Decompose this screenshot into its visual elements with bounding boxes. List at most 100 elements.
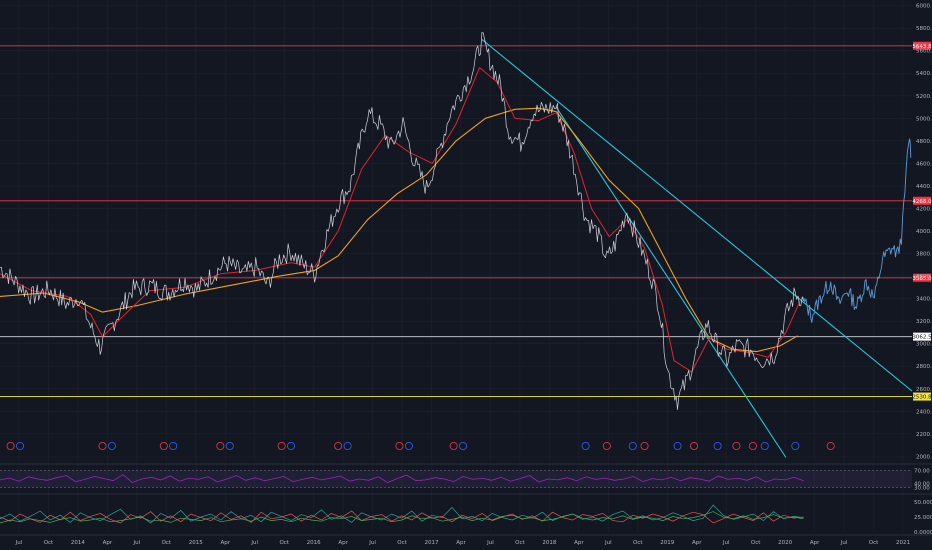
grid	[0, 0, 932, 536]
level-price-label-bg	[913, 273, 931, 282]
price-tick-label: 2800.0	[916, 364, 932, 370]
price-tick-label: 3600.0	[916, 274, 932, 280]
time-tick-label: 2020	[778, 540, 792, 546]
price-tick-label: 3800.0	[916, 252, 932, 258]
time-tick-label: Jul	[722, 540, 730, 546]
time-tick-label: Jul	[604, 540, 612, 546]
time-tick-label: Apr	[810, 540, 820, 546]
forecast-line	[803, 138, 912, 324]
time-tick-label: Jul	[250, 540, 258, 546]
rsi-tick-label: 40.00	[914, 481, 930, 487]
price-tick-label: 2600.0	[916, 387, 932, 393]
rsi-tick-label: 70.00	[914, 468, 930, 474]
price-tick-label: 5600.0	[916, 49, 932, 55]
time-tick-label: Oct	[44, 540, 54, 546]
level-price-label: 3062.5	[912, 335, 932, 341]
level-price-label: 5643.8	[912, 44, 932, 50]
ma-fast-line	[0, 67, 801, 373]
time-tick-label: Apr	[338, 540, 348, 546]
time-tick-label: Apr	[574, 540, 584, 546]
dividend-marker-icon	[98, 441, 107, 450]
level-price-label-bg	[913, 41, 931, 50]
time-tick-label: 2018	[542, 540, 556, 546]
event-markers	[6, 441, 835, 450]
time-tick-label: 2014	[71, 540, 85, 546]
earnings-marker-icon	[713, 441, 722, 450]
time-tick-label: Oct	[515, 540, 525, 546]
earnings-marker-icon	[628, 441, 637, 450]
earnings-marker-icon	[791, 441, 800, 450]
price-tick-label: 6000.0	[916, 4, 932, 10]
earnings-marker-icon	[107, 441, 116, 450]
dmi-tick-label: 25.0000	[914, 515, 932, 521]
time-tick-label: Jul	[840, 540, 848, 546]
price-tick-label: 5800.0	[916, 26, 932, 32]
time-tick-label: Apr	[221, 540, 231, 546]
time-tick-label: Oct	[397, 540, 407, 546]
price-tick-label: 4400.0	[916, 184, 932, 190]
price-tick-label: 5000.0	[916, 116, 932, 122]
time-tick-label: Apr	[692, 540, 702, 546]
time-tick-label: Oct	[162, 540, 172, 546]
level-price-label: 3585.0	[912, 276, 932, 282]
earnings-marker-icon	[404, 441, 413, 450]
rsi-band	[0, 470, 912, 488]
earnings-marker-icon	[169, 441, 178, 450]
dividend-marker-icon	[640, 441, 649, 450]
trendline	[481, 39, 913, 392]
time-tick-label: Jul	[368, 540, 376, 546]
dividend-marker-icon	[732, 441, 741, 450]
dividend-marker-icon	[6, 441, 15, 450]
price-tick-label: 4800.0	[916, 139, 932, 145]
axes: 6000.0 5800.0 5600.0 5400.0 5200.0 5000.0 4800…	[15, 4, 932, 546]
dmi-tick-label: 50.0000	[914, 500, 932, 506]
earnings-marker-icon	[673, 441, 682, 450]
time-tick-label: Apr	[103, 540, 113, 546]
price-tick-label: 3200.0	[916, 319, 932, 325]
dividend-marker-icon	[277, 441, 286, 450]
price-tick-label: 3400.0	[916, 297, 932, 303]
price-tick-label: 4200.0	[916, 206, 932, 212]
level-price-label: 4268.0	[912, 199, 932, 205]
price-tick-label: 4000.0	[916, 229, 932, 235]
time-tick-label: 2021	[896, 540, 910, 546]
level-price-label: 2530.8	[912, 395, 932, 401]
horizontal-levels: 5643.8 4268.0 3585.0 3062.5 2530.8	[0, 41, 932, 401]
price-tick-label: 5400.0	[916, 71, 932, 77]
dividend-marker-icon	[449, 441, 458, 450]
time-tick-label: 2015	[189, 540, 203, 546]
rsi-line	[0, 474, 804, 483]
earnings-marker-icon	[760, 441, 769, 450]
earnings-marker-icon	[581, 441, 590, 450]
rsi-tick-label: 30.00	[914, 486, 930, 492]
dmi-tick-label: 0.0000	[914, 530, 932, 536]
level-price-label-bg	[913, 392, 931, 401]
dividend-marker-icon	[690, 441, 699, 450]
price-tick-label: 3000.0	[916, 342, 932, 348]
price-tick-label: 4600.0	[916, 161, 932, 167]
time-tick-label: Oct	[633, 540, 643, 546]
earnings-marker-icon	[16, 441, 25, 450]
trendline	[555, 106, 787, 458]
time-tick-label: Apr	[456, 540, 466, 546]
time-tick-label: Oct	[869, 540, 879, 546]
time-tick-label: Jul	[133, 540, 141, 546]
time-tick-label: 2016	[307, 540, 321, 546]
dividend-marker-icon	[748, 441, 757, 450]
dmi-line-2	[0, 511, 804, 524]
time-tick-label: Oct	[751, 540, 761, 546]
price-tick-label: 2400.0	[916, 409, 932, 415]
dividend-marker-icon	[216, 441, 225, 450]
moving-averages	[0, 67, 801, 373]
price-line	[0, 32, 804, 410]
dmi-line-1	[0, 510, 804, 524]
time-tick-label: Oct	[279, 540, 289, 546]
price-series	[0, 32, 912, 410]
dividend-marker-icon	[826, 441, 835, 450]
dmi-panel: 50.0000 25.0000 0.0000	[0, 500, 932, 536]
dividend-marker-icon	[334, 441, 343, 450]
trendlines	[481, 39, 913, 458]
